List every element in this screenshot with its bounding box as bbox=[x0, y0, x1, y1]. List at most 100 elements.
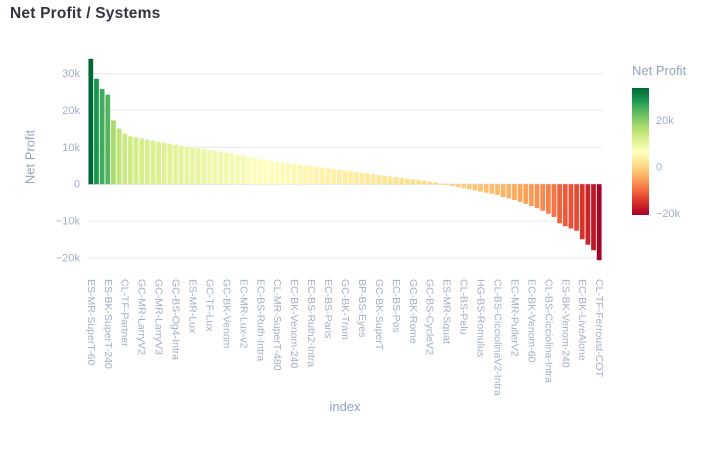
bar[interactable] bbox=[348, 171, 354, 185]
bar[interactable] bbox=[444, 184, 450, 186]
bar[interactable] bbox=[336, 169, 342, 185]
bar[interactable] bbox=[99, 89, 105, 185]
bar[interactable] bbox=[506, 184, 512, 199]
x-tick-label: EC-MR-Lux-v2 bbox=[237, 279, 249, 349]
bar[interactable] bbox=[596, 184, 602, 261]
bar[interactable] bbox=[212, 151, 218, 185]
bar[interactable] bbox=[416, 180, 421, 185]
bar[interactable] bbox=[540, 184, 546, 211]
bar[interactable] bbox=[320, 167, 325, 185]
bar[interactable] bbox=[512, 184, 517, 201]
bar[interactable] bbox=[478, 184, 483, 192]
bar[interactable] bbox=[410, 179, 416, 185]
bar[interactable] bbox=[88, 58, 94, 185]
bar[interactable] bbox=[297, 164, 303, 185]
bar[interactable] bbox=[365, 173, 370, 185]
bar[interactable] bbox=[127, 136, 133, 185]
bar[interactable] bbox=[342, 170, 348, 185]
x-tick-label: GC-BS-CycleV2 bbox=[424, 279, 436, 355]
bar[interactable] bbox=[280, 162, 286, 185]
bar[interactable] bbox=[376, 174, 382, 185]
bar[interactable] bbox=[449, 184, 455, 187]
bar[interactable] bbox=[534, 184, 540, 209]
bar[interactable] bbox=[161, 142, 167, 185]
bar[interactable] bbox=[314, 166, 320, 185]
bar[interactable] bbox=[545, 184, 551, 214]
x-tick-label: GC-BK-Rome bbox=[407, 279, 419, 344]
bar[interactable] bbox=[591, 184, 596, 251]
bar[interactable] bbox=[387, 176, 393, 185]
bar[interactable] bbox=[325, 168, 331, 185]
bar[interactable] bbox=[404, 178, 410, 185]
bar[interactable] bbox=[359, 172, 365, 185]
bar[interactable] bbox=[483, 184, 489, 193]
bar[interactable] bbox=[263, 159, 269, 185]
bar[interactable] bbox=[274, 161, 280, 185]
bar[interactable] bbox=[500, 184, 506, 198]
bar[interactable] bbox=[495, 184, 500, 195]
bar[interactable] bbox=[427, 181, 433, 185]
bar[interactable] bbox=[455, 184, 461, 188]
bar[interactable] bbox=[207, 150, 212, 185]
bar[interactable] bbox=[291, 163, 297, 185]
bar[interactable] bbox=[562, 184, 568, 227]
bar[interactable] bbox=[167, 143, 173, 185]
bar[interactable] bbox=[579, 184, 585, 240]
bar[interactable] bbox=[190, 147, 195, 185]
bar[interactable] bbox=[235, 154, 241, 185]
bar[interactable] bbox=[421, 180, 427, 185]
bar[interactable] bbox=[382, 175, 387, 185]
bar[interactable] bbox=[517, 184, 523, 202]
bar[interactable] bbox=[224, 152, 229, 185]
bar[interactable] bbox=[111, 120, 116, 185]
bar[interactable] bbox=[150, 140, 156, 185]
bar[interactable] bbox=[116, 128, 122, 185]
colorbar-gradient bbox=[632, 88, 649, 215]
bar[interactable] bbox=[257, 158, 263, 185]
bar[interactable] bbox=[551, 184, 557, 218]
bar[interactable] bbox=[156, 141, 161, 185]
bar[interactable] bbox=[529, 184, 534, 206]
bar[interactable] bbox=[433, 182, 438, 185]
bar[interactable] bbox=[489, 184, 495, 194]
bar[interactable] bbox=[472, 184, 478, 191]
x-tick-label: ES-MR-Lux bbox=[186, 279, 198, 334]
bar[interactable] bbox=[466, 184, 472, 190]
bar[interactable] bbox=[585, 184, 591, 245]
bar[interactable] bbox=[461, 184, 466, 189]
bar[interactable] bbox=[557, 184, 563, 224]
bar[interactable] bbox=[144, 139, 150, 185]
bar[interactable] bbox=[122, 133, 128, 185]
bar[interactable] bbox=[184, 146, 190, 185]
bar[interactable] bbox=[195, 148, 201, 185]
x-tick-label: GC-BS-Og4-Intra bbox=[170, 279, 182, 360]
bar[interactable] bbox=[240, 155, 246, 185]
bar[interactable] bbox=[286, 163, 291, 185]
bar[interactable] bbox=[105, 94, 111, 185]
bar[interactable] bbox=[218, 151, 224, 185]
bar[interactable] bbox=[574, 184, 579, 231]
bar[interactable] bbox=[133, 137, 139, 185]
bar[interactable] bbox=[303, 165, 308, 185]
bar[interactable] bbox=[308, 166, 314, 185]
x-tick-label: BP-BS-Eyes bbox=[356, 279, 368, 337]
x-tick-label: EC-BK-Venom-60 bbox=[525, 279, 537, 363]
bar[interactable] bbox=[229, 153, 235, 185]
bar[interactable] bbox=[370, 174, 376, 185]
bar[interactable] bbox=[246, 156, 252, 185]
bar[interactable] bbox=[438, 183, 444, 185]
bar[interactable] bbox=[94, 78, 99, 185]
bar[interactable] bbox=[523, 184, 529, 204]
bar[interactable] bbox=[331, 169, 337, 185]
bar[interactable] bbox=[178, 145, 184, 185]
bar[interactable] bbox=[353, 172, 359, 185]
bar[interactable] bbox=[269, 160, 274, 185]
bar[interactable] bbox=[252, 157, 257, 185]
bar[interactable] bbox=[393, 177, 399, 185]
bar[interactable] bbox=[568, 184, 574, 229]
bar[interactable] bbox=[399, 177, 404, 185]
bar[interactable] bbox=[201, 149, 207, 185]
bar[interactable] bbox=[139, 138, 145, 185]
bar[interactable] bbox=[173, 144, 178, 185]
